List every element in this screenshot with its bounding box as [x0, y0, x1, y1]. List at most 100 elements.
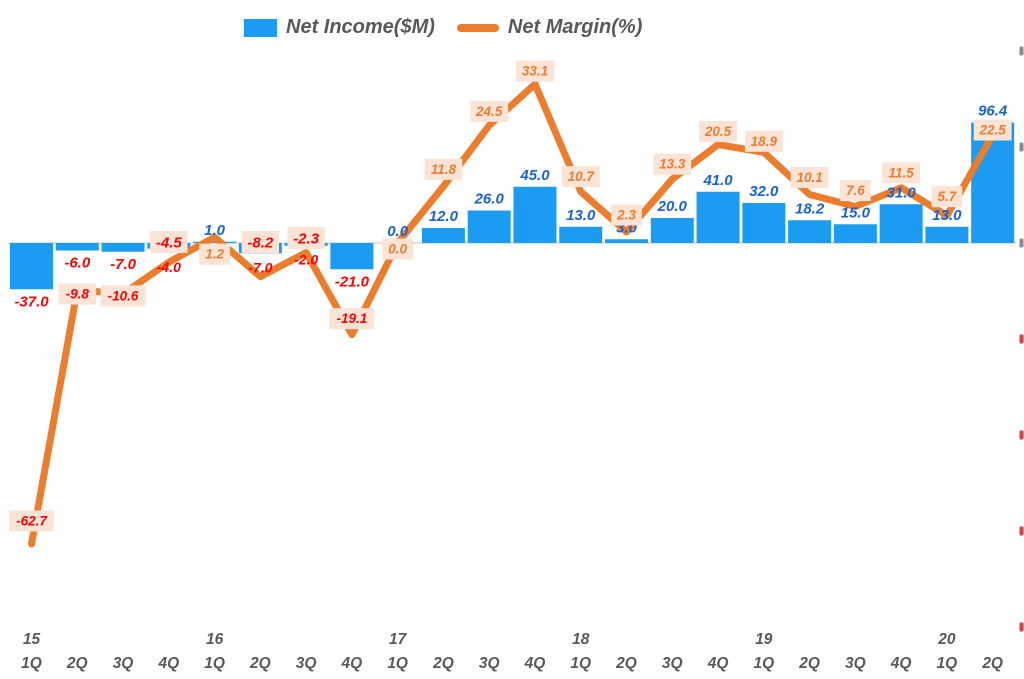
x-axis-quarter-label: 2Q: [798, 655, 820, 672]
margin-value-label: -7.0: [248, 260, 272, 276]
margin-value-label: 5.7: [938, 189, 958, 204]
margin-value-label: 2.3: [616, 207, 636, 222]
x-axis-quarter-label: 2Q: [981, 655, 1003, 672]
bar-value-label-box: [287, 227, 325, 249]
x-axis-quarter-label: 3Q: [662, 655, 683, 672]
net-income-bar: [467, 210, 511, 243]
margin-value-label: 10.1: [796, 170, 822, 185]
x-axis-year-label: 19: [755, 631, 773, 648]
bar-value-label: -37.0: [14, 293, 49, 310]
margin-value-label-box: [653, 153, 692, 175]
x-axis-quarter-label: 3Q: [479, 655, 500, 672]
x-axis-quarter-label: 2Q: [66, 655, 88, 672]
legend-label-net-margin: Net Margin(%): [507, 16, 643, 38]
net-income-bar: [55, 243, 99, 251]
bar-value-label: 45.0: [519, 167, 550, 184]
x-axis-quarter-label: 1Q: [570, 655, 591, 672]
bar-value-label: 13.0: [566, 207, 596, 224]
right-axis-tick-fragment: [1019, 334, 1024, 344]
net-income-bar: [559, 226, 603, 243]
x-axis-quarter-label: 4Q: [707, 655, 729, 672]
margin-value-label: 18.9: [751, 134, 778, 149]
net-income-bar: [788, 220, 832, 243]
net-margin-line: [28, 80, 997, 548]
margin-value-label: 11.5: [888, 165, 914, 180]
margin-value-label-box: [611, 204, 642, 226]
margin-value-label: 0.0: [388, 242, 407, 257]
margin-value-label-box: [58, 283, 97, 305]
margin-value-label: 13.3: [659, 157, 686, 172]
margin-value-label-box: [840, 180, 871, 202]
x-axis-quarter-label: 2Q: [615, 655, 637, 672]
net-income-bar: [925, 226, 969, 243]
margin-value-label: -19.1: [336, 311, 367, 326]
bar-value-label: -21.0: [335, 273, 370, 290]
x-axis-quarter-label: 1Q: [21, 655, 42, 672]
x-axis-quarter-label: 3Q: [113, 655, 134, 672]
net-income-bar-swatch-icon: [244, 18, 277, 37]
x-axis-quarter-label: 1Q: [753, 655, 774, 672]
x-axis-quarter-label: 1Q: [204, 655, 225, 672]
right-axis-tick-fragment: [1019, 430, 1024, 440]
margin-value-label-box: [882, 162, 921, 184]
margin-value-label: -4.0: [157, 259, 181, 275]
net-income-bar: [650, 218, 694, 243]
margin-value-label-box: [790, 167, 829, 189]
legend-item-net-income: Net Income($M): [244, 16, 435, 39]
net-income-bar: [513, 186, 557, 243]
margin-value-label-box: [9, 510, 54, 532]
bar-value-label: 1.0: [204, 222, 226, 239]
x-axis-quarter-label: 4Q: [524, 655, 546, 672]
x-axis-year-label: 16: [206, 631, 224, 648]
margin-value-label: -9.8: [66, 287, 90, 302]
net-income-bar: [193, 241, 237, 243]
bar-value-label-box: [241, 231, 280, 253]
margin-value-label-box: [516, 60, 554, 82]
bar-value-label: -8.2: [247, 235, 274, 252]
x-axis-quarter-label: 2Q: [249, 655, 271, 672]
margin-value-label: 20.5: [704, 124, 732, 139]
bar-value-label: -6.0: [64, 255, 91, 272]
right-axis-tick-fragment: [1019, 238, 1024, 248]
bar-value-label-box: [150, 231, 188, 253]
margin-value-label-box: [561, 166, 600, 188]
net-income-bar: [421, 228, 465, 243]
margin-value-label: 1.2: [205, 247, 224, 262]
legend-item-net-margin: Net Margin(%): [456, 16, 643, 39]
margin-value-label-box: [699, 121, 737, 143]
margin-value-label-box: [100, 285, 146, 307]
margin-value-label: 33.1: [522, 64, 548, 79]
right-axis-tick-fragment: [1019, 622, 1024, 632]
x-axis-quarter-label: 4Q: [157, 655, 179, 672]
x-axis-year-label: 15: [23, 631, 41, 648]
net-income-bar: [101, 243, 145, 252]
net-income-bar: [605, 239, 649, 243]
margin-value-label: 11.8: [431, 162, 457, 177]
x-axis-quarter-label: 1Q: [387, 655, 408, 672]
x-axis-quarter-label: 3Q: [845, 655, 866, 672]
x-axis-year-label: 20: [937, 631, 956, 648]
margin-value-label-box: [199, 243, 230, 265]
margin-value-label: 7.6: [846, 183, 865, 198]
net-income-bar: [10, 243, 53, 290]
bar-value-label: 31.0: [887, 184, 917, 201]
bar-value-label: 41.0: [702, 172, 733, 189]
bar-value-label: 15.0: [841, 204, 871, 221]
x-axis-quarter-label: 4Q: [341, 655, 363, 672]
bar-value-label: 96.4: [978, 103, 1008, 120]
net-income-bar: [330, 243, 374, 270]
bar-value-label: -7.0: [110, 256, 137, 273]
x-axis-quarter-label: 4Q: [890, 655, 912, 672]
net-income-bar: [879, 204, 923, 243]
x-axis-quarter-label: 3Q: [296, 655, 317, 672]
margin-value-label: -2.0: [294, 252, 318, 268]
bar-value-label: 0.0: [387, 223, 409, 240]
x-axis-quarter-label: 2Q: [432, 655, 454, 672]
net-income-bar: [742, 203, 786, 243]
margin-value-label-box: [744, 130, 783, 152]
x-axis-quarter-label: 1Q: [937, 655, 958, 672]
bar-value-label: 13.0: [932, 207, 962, 224]
net-income-bar: [971, 122, 1015, 243]
margin-value-label: 24.5: [475, 104, 503, 119]
